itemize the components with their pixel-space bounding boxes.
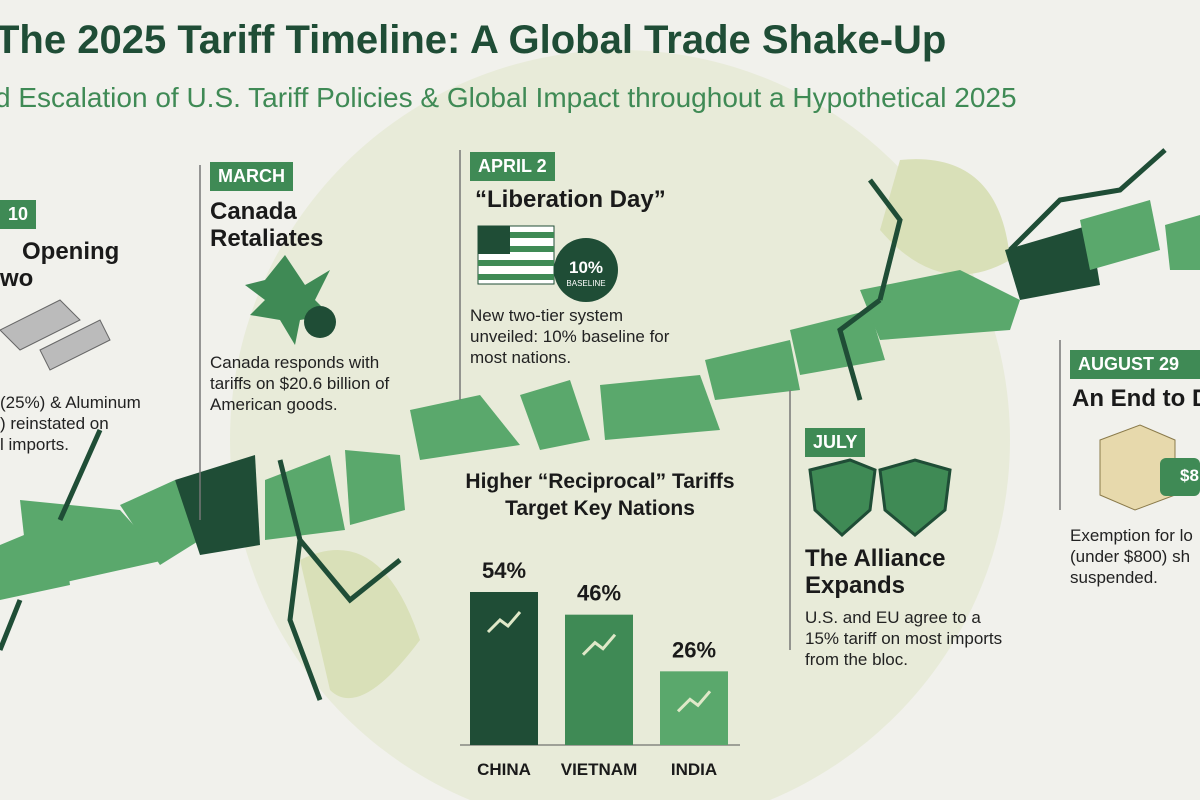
event-title: The Alliance Expands	[805, 545, 946, 599]
event-body: (25%) & Aluminum	[0, 393, 141, 412]
bar	[660, 671, 728, 745]
dividers	[199, 150, 1061, 650]
us-flag	[477, 225, 555, 285]
value-label: 54%	[482, 558, 526, 583]
event-body: Canada responds with tariffs on $20.6 bi…	[210, 353, 390, 414]
category-label: INDIA	[671, 760, 717, 779]
date-tag: 10	[0, 200, 37, 229]
event-title: Canada Retaliates	[210, 198, 324, 252]
event-body: U.S. and EU agree to a 15% tariff on mos…	[805, 608, 1003, 669]
coin	[304, 306, 336, 338]
category-label: VIETNAM	[561, 760, 638, 779]
trend-icon	[581, 633, 617, 656]
date-tag: APRIL 2	[470, 152, 555, 181]
event-body: Exemption for lo (under $800) sh suspend…	[1070, 526, 1193, 587]
chart-title: Higher “Reciprocal” Tariffs Target Key N…	[465, 470, 735, 520]
date-tag: JULY	[805, 428, 866, 457]
event-body: New two-tier system unveiled: 10% baseli…	[470, 306, 670, 367]
event-body: ) reinstated on	[0, 414, 109, 433]
badge-label: BASELINE	[566, 279, 606, 288]
shield-eu	[878, 458, 952, 537]
trend-icon	[486, 611, 522, 634]
continents	[300, 159, 1010, 699]
event-title: “Liberation Day”	[475, 186, 666, 213]
maple-leaf	[245, 255, 330, 345]
event-title: An End to D	[1072, 385, 1200, 412]
package-icon	[1099, 424, 1200, 511]
category-label: CHINA	[477, 760, 531, 779]
steel-icon	[0, 299, 111, 371]
badge-value: 10%	[568, 258, 604, 277]
badge	[554, 238, 618, 302]
value-label: 26%	[672, 637, 716, 662]
cracks	[0, 148, 1167, 701]
crack-band	[0, 200, 1200, 600]
badge: $8	[1180, 466, 1199, 485]
event-title: Opening	[22, 238, 120, 265]
title: The 2025 Tariff Timeline: A Global Trade…	[0, 18, 947, 62]
event-body: l imports.	[0, 435, 69, 454]
bar	[470, 592, 538, 745]
value-label: 46%	[577, 581, 621, 606]
bar	[565, 614, 633, 745]
date-tag: AUGUST 29	[1070, 350, 1200, 379]
subtitle: d Escalation of U.S. Tariff Policies & G…	[0, 82, 1017, 113]
shield-us	[808, 458, 877, 538]
event-title: wo	[0, 265, 34, 292]
trend-icon	[676, 690, 712, 713]
date-tag: MARCH	[210, 162, 293, 191]
